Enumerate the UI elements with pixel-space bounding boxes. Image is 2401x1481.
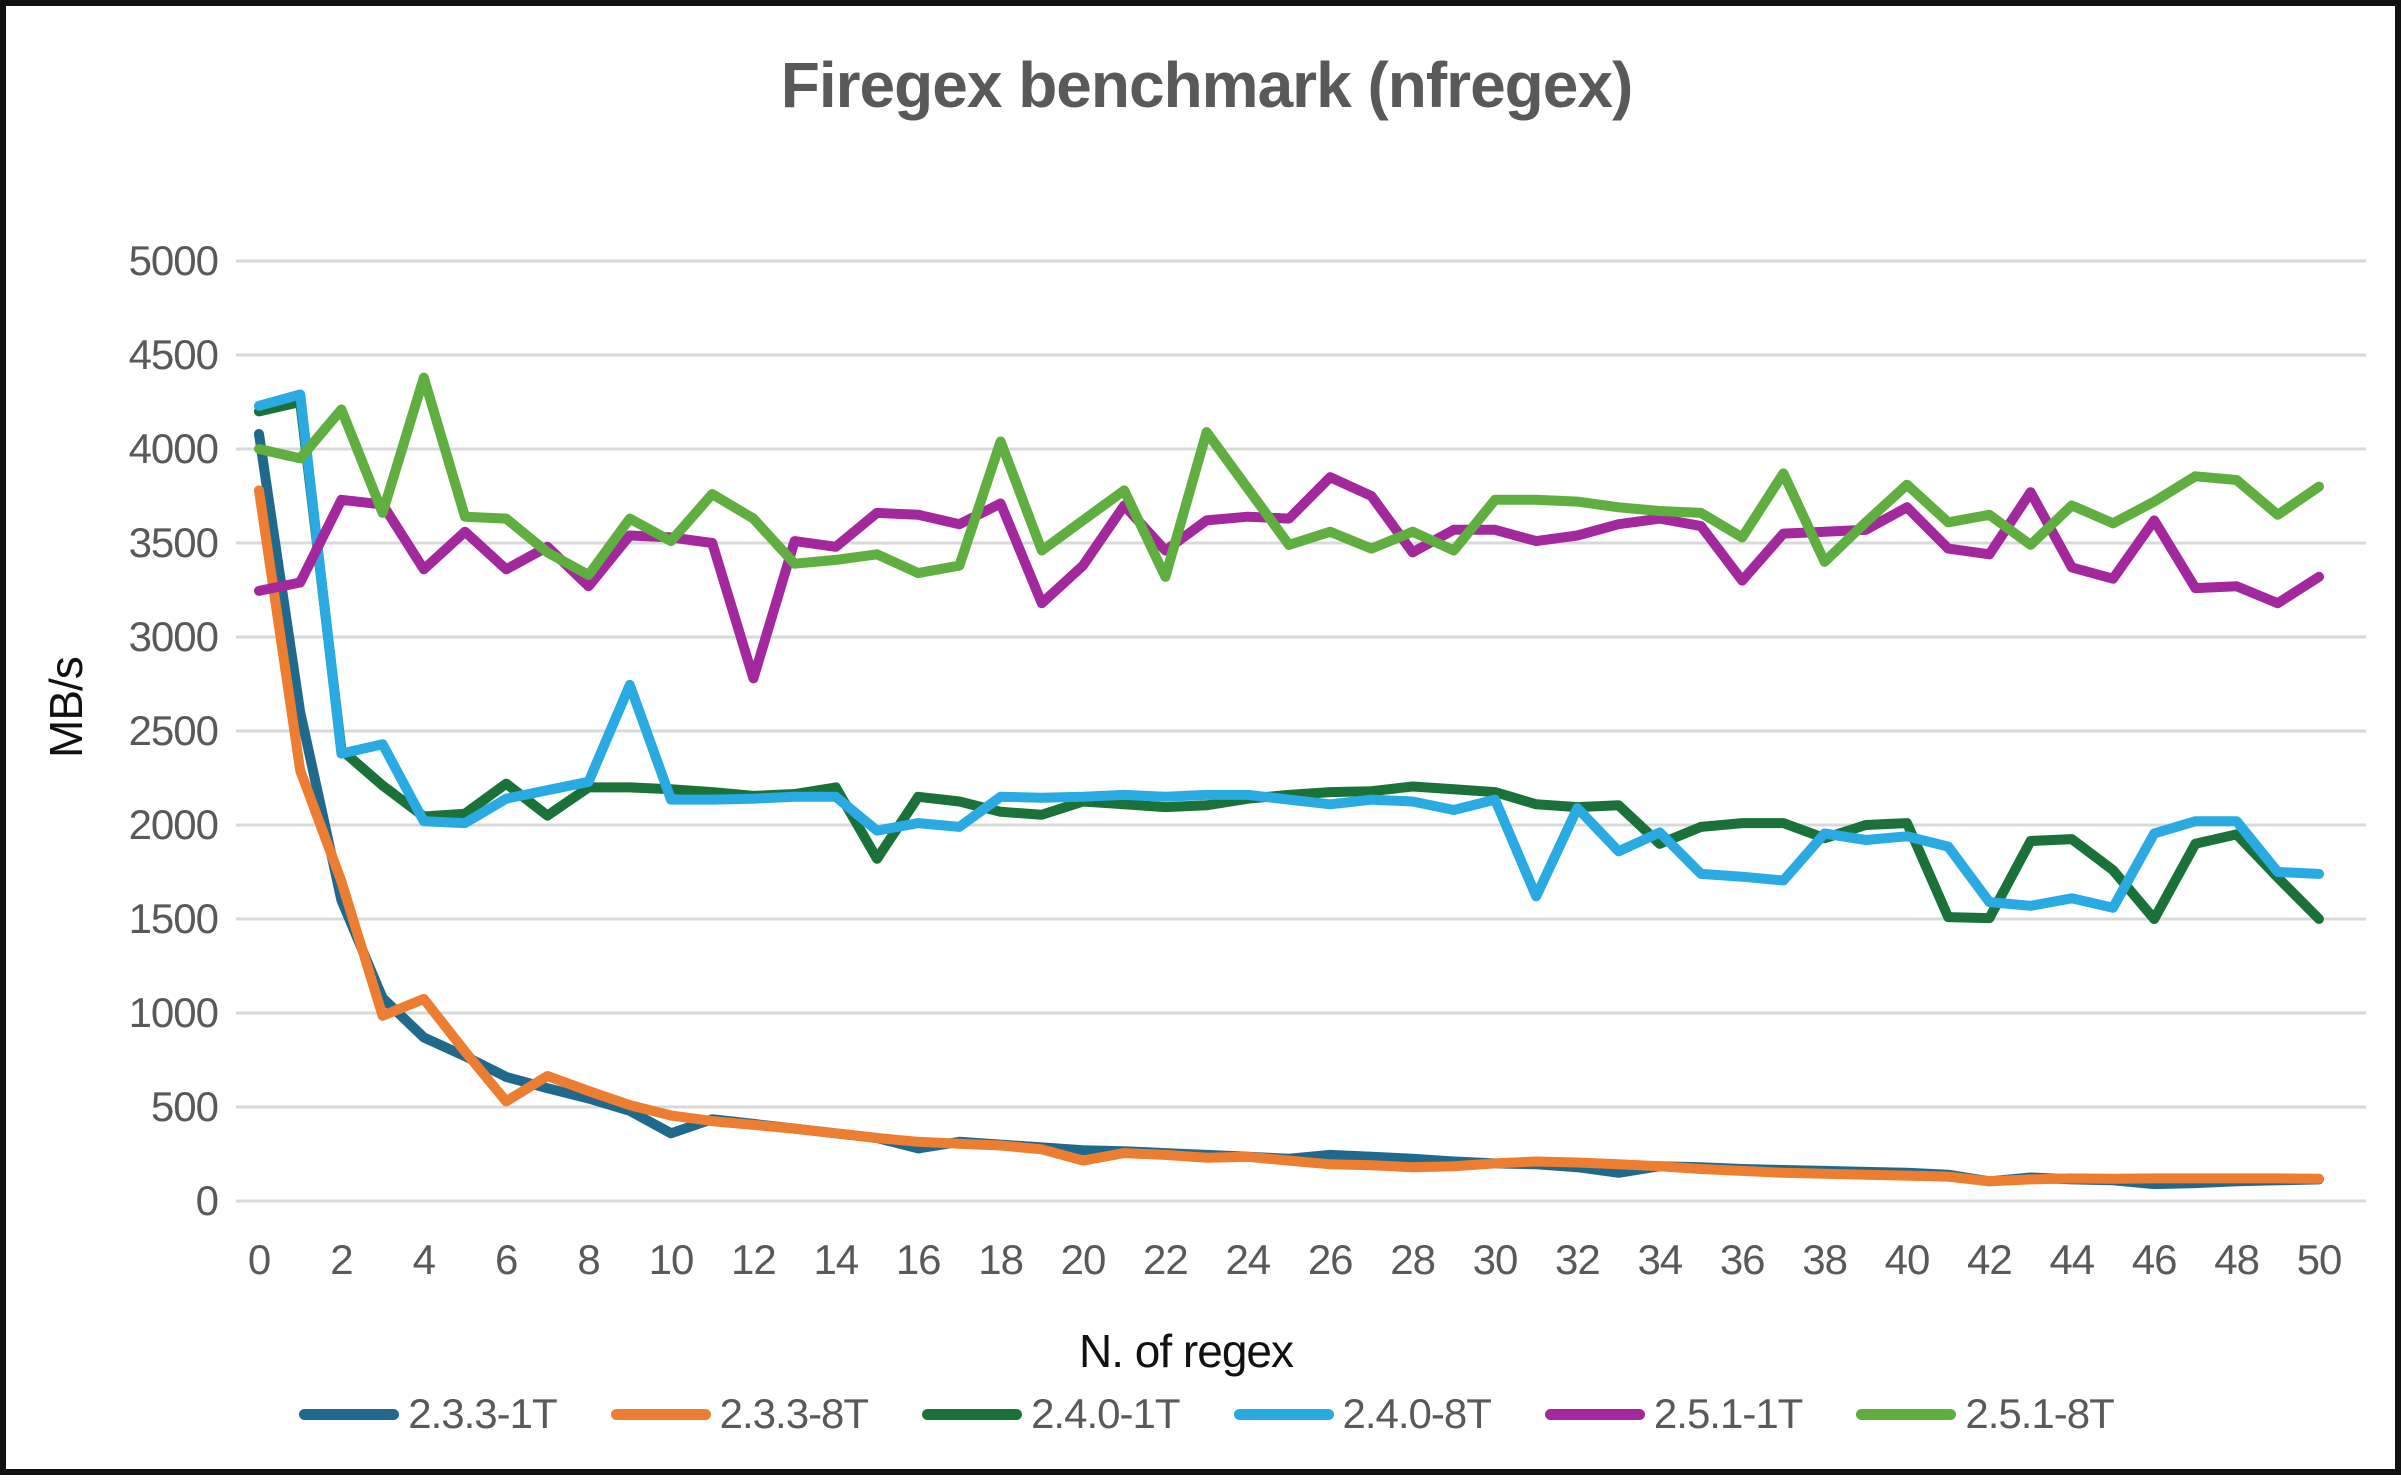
legend-swatch-2.5.1-8T [1856,1408,1957,1420]
y-tick-label: 4500 [129,331,218,378]
x-tick-label: 4 [413,1236,436,1283]
x-tick-label: 28 [1390,1236,1435,1283]
legend-swatch-2.4.0-1T [922,1408,1023,1420]
legend-item-2.5.1-8T: 2.5.1-8T [1856,1390,2115,1438]
x-tick-label: 16 [896,1236,941,1283]
legend-item-2.4.0-1T: 2.4.0-1T [922,1390,1181,1438]
x-tick-label: 44 [2049,1236,2094,1283]
series-line-2.5.1-1T [254,472,2324,684]
x-tick-label: 18 [978,1236,1023,1283]
legend: 2.3.3-1T 2.3.3-8T 2.4.0-1T 2.4.0-8T 2.5.1-1T… [6,1390,2401,1438]
x-tick-label: 24 [1225,1236,1270,1283]
x-tick-label: 26 [1308,1236,1353,1283]
x-tick-label: 36 [1720,1236,1765,1283]
x-tick-label: 10 [649,1236,694,1283]
x-tick-label: 0 [248,1236,270,1283]
x-tick-label: 50 [2297,1236,2342,1283]
x-tick-label: 12 [731,1236,776,1283]
x-tick-label: 30 [1473,1236,1518,1283]
legend-swatch-2.3.3-1T [299,1408,400,1420]
legend-label: 2.3.3-8T [719,1390,869,1437]
legend-swatch-2.5.1-1T [1544,1408,1645,1420]
x-tick-label: 34 [1637,1236,1682,1283]
y-axis-tick-labels: 0 500 1000 1500 2000 2500 3000 3500 4000 4500 5000 [129,237,219,1224]
y-tick-label: 500 [151,1083,218,1130]
y-axis-title: MB/s [40,657,92,758]
legend-label: 2.5.1-8T [1965,1390,2114,1437]
series-line-2.4.0-8T [254,389,2324,913]
x-tick-label: 2 [330,1236,352,1283]
x-tick-label: 38 [1802,1236,1847,1283]
plot-area: 0500100015002000250030003500400045005000… [129,237,2366,1283]
x-axis-title: N. of regex [1079,1325,1294,1377]
x-tick-label: 6 [495,1236,517,1283]
chart-title: Firegex benchmark (nfregex) [780,49,1634,121]
legend-label: 2.5.1-1T [1653,1390,1803,1437]
x-axis-tick-labels: 0 2 4 6 8 10 12 14 16 18 20 22 24 26 28 30 32 34 36 38 40 42 4… [248,1236,2343,1283]
y-tick-label: 1000 [129,989,218,1036]
x-tick-label: 14 [813,1236,858,1283]
y-tick-label: 5000 [129,237,218,284]
legend-item-2.5.1-1T: 2.5.1-1T [1544,1390,1803,1438]
legend-label: 2.3.3-1T [408,1390,557,1437]
x-tick-label: 40 [1885,1236,1930,1283]
legend-item-2.4.0-8T: 2.4.0-8T [1233,1390,1492,1438]
legend-label: 2.4.0-8T [1342,1390,1492,1437]
y-tick-label: 4000 [129,425,218,472]
x-tick-label: 46 [2132,1236,2177,1283]
x-tick-label: 8 [577,1236,599,1283]
series-line-2.3.3-8T [254,485,2324,1187]
gridlines [236,259,2366,1203]
y-tick-label: 2000 [129,801,218,848]
series-line-2.5.1-8T [254,372,2324,582]
legend-swatch-2.3.3-8T [610,1408,711,1420]
legend-item-2.3.3-8T: 2.3.3-8T [610,1390,869,1438]
x-tick-label: 22 [1143,1236,1188,1283]
x-tick-label: 20 [1061,1236,1106,1283]
legend-swatch-2.4.0-8T [1233,1408,1334,1420]
series-line-2.4.0-1T [254,397,2324,924]
legend-label: 2.4.0-1T [1031,1390,1180,1437]
y-tick-label: 1500 [129,895,218,942]
x-tick-label: 32 [1555,1236,1600,1283]
x-tick-label: 42 [1967,1236,2012,1283]
y-tick-label: 0 [196,1177,218,1224]
y-tick-label: 3500 [129,519,218,566]
y-tick-label: 3000 [129,613,218,660]
x-tick-label: 48 [2214,1236,2259,1283]
y-tick-label: 2500 [129,707,218,754]
legend-item-2.3.3-1T: 2.3.3-1T [299,1390,558,1438]
